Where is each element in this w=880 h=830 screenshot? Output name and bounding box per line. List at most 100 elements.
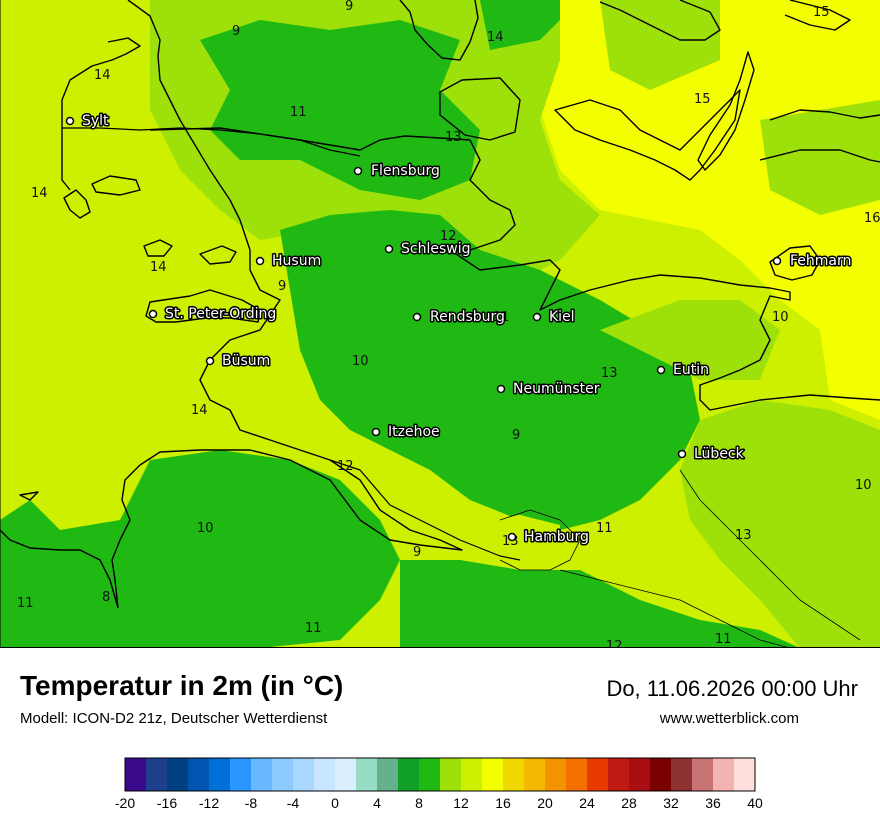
legend-tick-label: -4 <box>287 795 300 811</box>
legend-tick-label: 0 <box>331 795 339 811</box>
city-label: Büsum <box>222 353 270 369</box>
cool-zone-south <box>400 560 800 648</box>
city-flensburg: Flensburg <box>353 162 441 181</box>
legend-tick-label: 20 <box>537 795 553 811</box>
mild-zone-northeast-2 <box>760 100 880 215</box>
mild-zone-coast <box>600 300 780 380</box>
legend-tick-label: 36 <box>705 795 721 811</box>
city-label: Eutin <box>673 362 709 378</box>
city-label: Neumünster <box>513 381 600 397</box>
coastline-denmark-east <box>399 0 479 61</box>
temperature-map: 9 9 14 14 15 15 11 13 14 16 12 14 9 11 1… <box>0 0 880 648</box>
coastline-zealand <box>599 0 721 41</box>
legend-swatch <box>167 758 189 791</box>
coastline-eider <box>19 491 39 501</box>
legend-swatch <box>524 758 546 791</box>
legend-swatch <box>125 758 147 791</box>
elbe-river <box>329 459 521 561</box>
city-label: Kiel <box>549 309 575 325</box>
isoline-label: 12 <box>606 639 623 648</box>
coastline-nordstrand <box>199 245 237 265</box>
city-label: Schleswig <box>401 241 470 257</box>
cities: Sylt Flensburg Schleswig Husum Fehmarn S… <box>65 112 853 547</box>
legend-swatch <box>377 758 399 791</box>
legend-swatch <box>335 758 357 791</box>
warm-zone-hamburg <box>480 515 560 560</box>
isoline-label: 10 <box>772 310 789 325</box>
legend-swatch <box>419 758 441 791</box>
coastline-fehmarn <box>769 245 821 281</box>
isoline-label: 11 <box>493 310 510 325</box>
isoline-labels: 9 9 14 14 15 15 11 13 14 16 12 14 9 11 1… <box>17 0 880 648</box>
coastline-lolland <box>554 89 741 181</box>
legend-swatch <box>587 758 609 791</box>
isoline-label: 9 <box>278 279 286 294</box>
isoline-label: 10 <box>352 354 369 369</box>
legend-swatch <box>314 758 336 791</box>
city-hamburg: Hamburg <box>507 528 590 547</box>
legend-swatch <box>692 758 714 791</box>
city-luebeck: Lübeck <box>677 445 746 464</box>
legend-tick-label: -12 <box>199 795 219 811</box>
city-label: Husum <box>272 253 321 269</box>
legend-swatch <box>230 758 252 791</box>
coastline-north-islands <box>439 77 521 141</box>
legend-frame <box>124 757 756 792</box>
isoline-label: 15 <box>694 92 711 107</box>
page-title: Temperatur in 2m (in °C) <box>20 670 344 701</box>
isoline-label: 13 <box>445 130 462 145</box>
legend-swatch <box>209 758 231 791</box>
coastline-zealand-south <box>769 109 880 121</box>
legend-tick-label: 4 <box>373 795 381 811</box>
isoline-label: 10 <box>197 521 214 536</box>
coastline-east <box>449 139 880 411</box>
isoline-label: 9 <box>512 428 520 443</box>
isoline-label: 11 <box>17 596 34 611</box>
border-south <box>559 569 791 648</box>
website-link[interactable]: www.wetterblick.com <box>659 710 799 727</box>
isoline-label: 9 <box>413 545 421 560</box>
coastline-west <box>111 0 463 609</box>
legend-swatch <box>545 758 567 791</box>
isoline-label: 14 <box>150 260 167 275</box>
isoline-label: 11 <box>715 632 732 647</box>
coastline-moen <box>784 0 851 31</box>
city-sylt: Sylt <box>65 112 111 131</box>
isoline-label: 14 <box>31 186 48 201</box>
city-label: Hamburg <box>524 529 589 545</box>
cool-zone-east <box>680 400 880 648</box>
coastline-flensburg-fjord <box>149 127 471 151</box>
color-legend: -20 -16 -12 -8 -4 0 4 8 12 16 20 24 28 32 36 40 <box>115 757 763 811</box>
legend-swatch <box>461 758 483 791</box>
coastline-sylt <box>61 37 141 191</box>
legend-tick-label: -20 <box>115 795 135 811</box>
isoline-label: 9 <box>232 24 240 39</box>
legend-tick-label: 40 <box>747 795 763 811</box>
legend-swatch <box>398 758 420 791</box>
legend-swatch <box>482 758 504 791</box>
legend-swatch <box>671 758 693 791</box>
isoline-label: 16 <box>864 211 880 226</box>
legend-tick-label: 8 <box>415 795 423 811</box>
legend-swatch <box>356 758 378 791</box>
coastline-baltic-southeast <box>759 149 880 163</box>
legend-swatch <box>251 758 273 791</box>
isoline-label: 14 <box>487 30 504 45</box>
model-info: Modell: ICON-D2 21z, Deutscher Wetterdie… <box>20 710 328 727</box>
border-east <box>679 469 861 641</box>
legend-tick-label: -8 <box>245 795 258 811</box>
isoline-label: 9 <box>345 0 353 14</box>
legend-tick-label: 28 <box>621 795 637 811</box>
legend-swatches <box>124 757 756 792</box>
city-buesum: Büsum <box>205 352 272 371</box>
isoline-label: 14 <box>191 403 208 418</box>
city-label: Sylt <box>82 113 109 129</box>
cool-zone-north <box>200 20 480 200</box>
legend-swatch <box>566 758 588 791</box>
forecast-datetime: Do, 11.06.2026 00:00 Uhr <box>606 676 858 701</box>
isoline-label: 13 <box>735 528 752 543</box>
isoline-label: 12 <box>440 229 457 244</box>
isoline-label: 15 <box>813 5 830 20</box>
coastline-eiderstedt <box>145 289 261 323</box>
isoline-label: 8 <box>102 590 110 605</box>
